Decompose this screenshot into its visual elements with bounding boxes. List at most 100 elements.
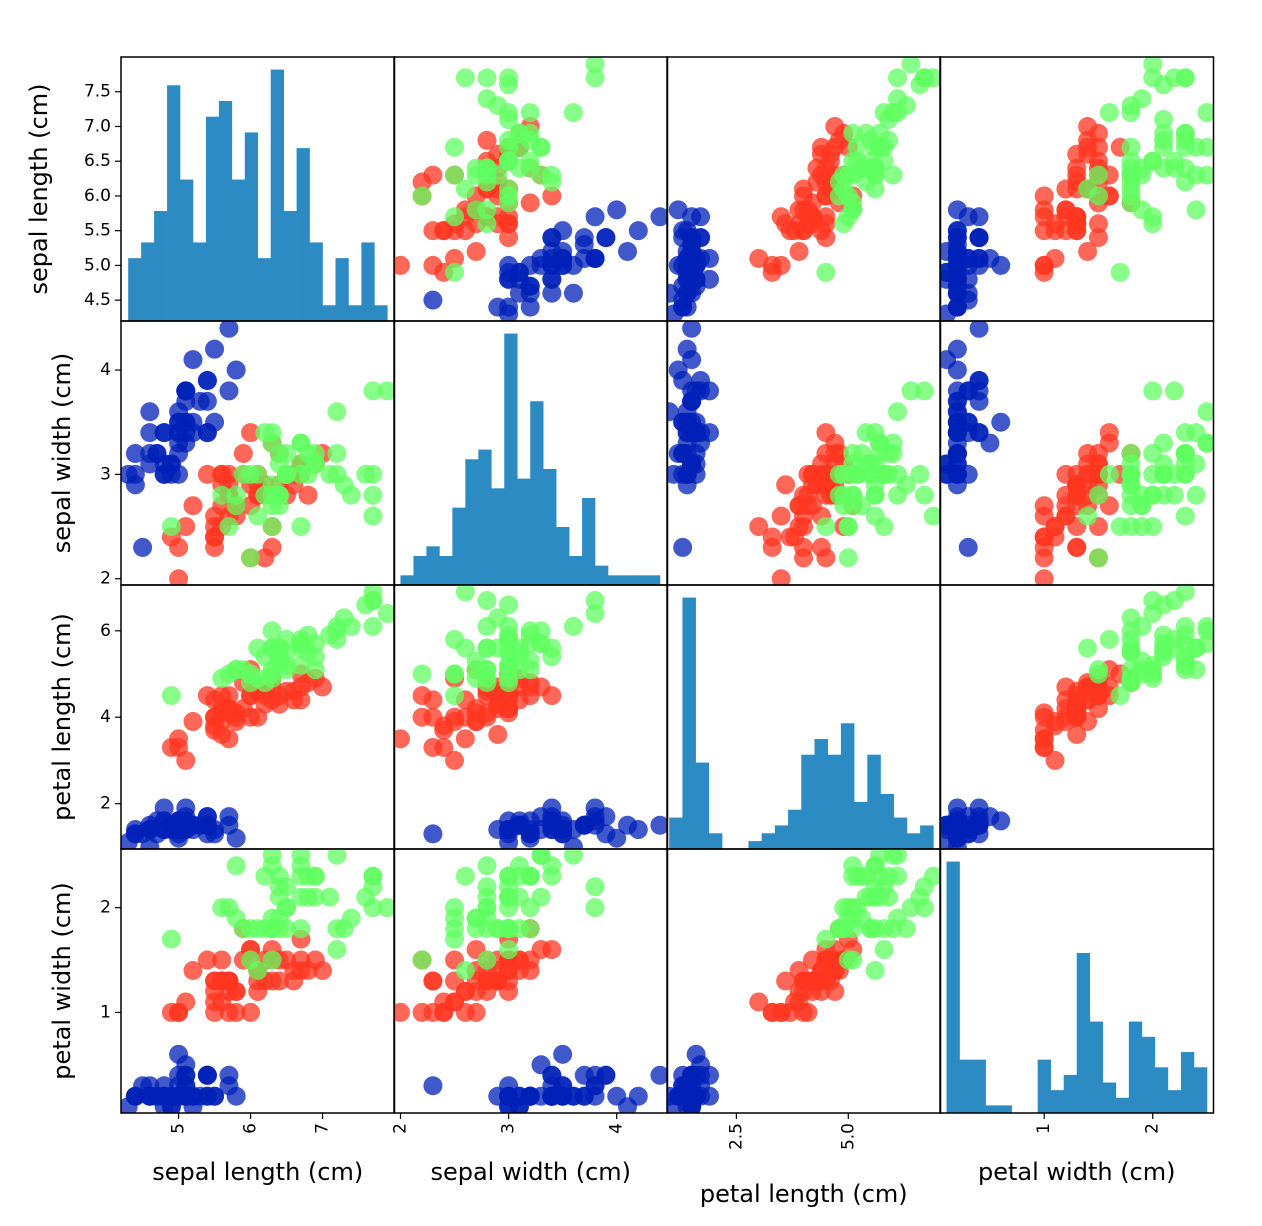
scatter-point-series-2 (1186, 485, 1206, 505)
histogram-bar (504, 333, 518, 585)
scatter-point-series-2 (1143, 57, 1163, 74)
scatter-point-series-1 (811, 537, 831, 557)
scatter-point-series-2 (455, 179, 475, 199)
scatter-point-series-2 (477, 950, 497, 970)
scatter-point-series-2 (874, 940, 894, 960)
scatter-point-series-1 (219, 703, 239, 723)
scatter-point-series-2 (445, 262, 465, 282)
scatter-point-series-0 (154, 423, 174, 443)
panel-2-0 (120, 584, 396, 850)
scatter-point-series-2 (870, 433, 890, 453)
scatter-point-series-1 (423, 255, 443, 275)
scatter-point-series-2 (477, 856, 497, 876)
scatter-point-series-2 (255, 423, 275, 443)
scatter-point-series-2 (363, 506, 383, 526)
scatter-point-series-2 (861, 919, 881, 939)
scatter-point-series-2 (262, 621, 282, 641)
x-axis-label: petal width (cm) (978, 1158, 1176, 1186)
histogram-bar (621, 575, 635, 585)
scatter-point-series-0 (553, 221, 573, 241)
scatter-point-series-1 (1034, 569, 1054, 585)
scatter-point-series-0 (140, 444, 160, 464)
scatter-point-series-1 (749, 517, 769, 537)
histogram-bar (1193, 1067, 1208, 1113)
scatter-point-series-1 (762, 537, 782, 557)
scatter-point-series-2 (910, 464, 930, 484)
scatter-point-series-1 (542, 186, 562, 206)
scatter-point-series-0 (423, 1076, 443, 1096)
histogram-bar (530, 401, 544, 585)
scatter-point-series-1 (1034, 186, 1054, 206)
x-axis-label: sepal length (cm) (152, 1158, 363, 1186)
scatter-point-series-0 (650, 1065, 668, 1085)
scatter-point-series-2 (520, 103, 540, 123)
scatter-point-series-2 (412, 186, 432, 206)
histogram-bar (1102, 1082, 1117, 1113)
scatter-point-series-2 (1154, 137, 1174, 157)
panel-0-2 (666, 56, 942, 322)
scatter-point-series-2 (248, 961, 268, 981)
histogram-bar (959, 1059, 973, 1113)
scatter-point-series-2 (212, 485, 232, 505)
scatter-point-series-1 (771, 506, 791, 526)
scatter-point-series-2 (262, 950, 282, 970)
scatter-point-series-1 (1067, 485, 1087, 505)
histogram-bar (893, 817, 908, 849)
x-axis-label: sepal width (cm) (430, 1158, 631, 1186)
scatter-point-series-2 (341, 485, 361, 505)
scatter-point-series-1 (520, 193, 540, 213)
histogram-bar (543, 468, 557, 585)
x-tick-label: 5 (169, 1123, 189, 1134)
scatter-point-series-2 (477, 200, 497, 220)
scatter-point-series-2 (1175, 647, 1195, 667)
histogram-bar (205, 116, 220, 321)
scatter-point-series-2 (377, 604, 395, 624)
histogram-bar (348, 305, 362, 321)
histogram-bar (1180, 1052, 1195, 1113)
scatter-point-series-0 (226, 360, 246, 380)
scatter-point-series-2 (914, 485, 934, 505)
histogram-bar (452, 507, 466, 585)
scatter-point-series-2 (1175, 423, 1195, 443)
y-tick-label: 6.0 (84, 186, 111, 206)
scatter-point-series-2 (1121, 660, 1141, 680)
scatter-point-series-1 (1045, 750, 1065, 770)
scatter-point-series-2 (865, 454, 885, 474)
histogram-bar (257, 258, 272, 321)
scatter-point-series-2 (865, 485, 885, 505)
scatter-point-series-1 (183, 961, 203, 981)
histogram-bar (972, 1059, 986, 1113)
scatter-point-series-2 (1175, 137, 1195, 157)
scatter-point-series-2 (914, 898, 934, 918)
scatter-point-series-2 (883, 165, 903, 185)
scatter-point-series-1 (241, 1002, 261, 1022)
scatter-point-series-0 (650, 207, 668, 227)
scatter-point-series-1 (780, 1002, 800, 1022)
scatter-point-series-2 (1186, 200, 1206, 220)
histogram-bar (582, 497, 596, 585)
scatter-point-series-2 (445, 686, 465, 706)
histogram-bar (1089, 1021, 1104, 1113)
scatter-point-series-1 (542, 940, 562, 960)
scatter-point-series-1 (434, 720, 454, 740)
panel-1-1 (393, 320, 669, 586)
scatter-point-series-2 (1088, 660, 1108, 680)
histogram-bar (633, 575, 648, 585)
scatter-point-series-0 (553, 1076, 573, 1096)
scatter-point-series-2 (843, 919, 863, 939)
scatter-point-series-2 (531, 634, 551, 654)
scatter-point-series-2 (843, 485, 863, 505)
scatter-point-series-0 (700, 1065, 720, 1085)
y-tick-label: 5.5 (84, 221, 111, 241)
x-tick-label: 4 (607, 1123, 627, 1134)
histogram-bar (167, 85, 181, 321)
panel-3-1 (393, 848, 669, 1114)
scatter-point-series-2 (291, 464, 311, 484)
scatter-point-series-1 (825, 137, 845, 157)
panel-1-2 (666, 320, 942, 586)
scatter-point-series-2 (914, 68, 934, 88)
scatter-point-series-2 (1099, 464, 1119, 484)
histogram-bar (920, 825, 934, 849)
scatter-point-series-2 (277, 464, 297, 484)
scatter-point-series-2 (847, 151, 867, 171)
